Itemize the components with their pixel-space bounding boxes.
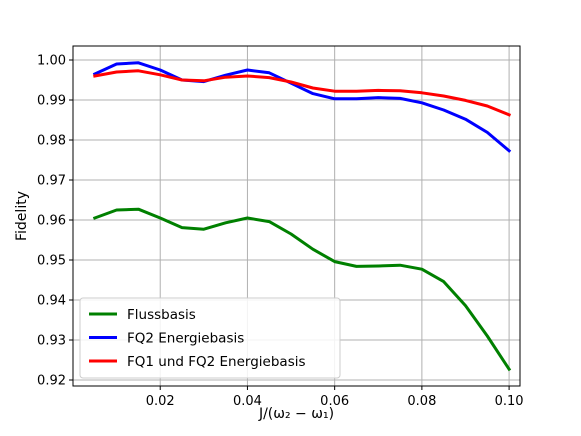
legend: Flussbasis FQ2 Energiebasis FQ1 und FQ2 En… — [79, 297, 341, 379]
x-tick-label: 0.10 — [495, 394, 524, 409]
x-tick-label: 0.04 — [233, 394, 262, 409]
x-tick-label: 0.08 — [407, 394, 436, 409]
y-axis: 0.92 0.93 0.94 0.95 0.96 0.97 0.98 0.99 1.00 — [37, 54, 73, 389]
legend-label: FQ2 Energiebasis — [127, 331, 244, 347]
y-tick-label: 0.95 — [37, 254, 66, 269]
y-tick-label: 0.94 — [37, 294, 66, 309]
legend-label: FQ1 und FQ2 Energiebasis — [127, 354, 306, 370]
y-tick-label: 0.99 — [37, 94, 66, 109]
legend-box — [79, 297, 341, 379]
series-lines — [92, 61, 512, 372]
y-tick-label: 0.93 — [37, 334, 66, 349]
y-tick-label: 0.97 — [37, 174, 66, 189]
legend-label: Flussbasis — [127, 307, 196, 323]
y-tick-label: 0.98 — [37, 134, 66, 149]
series-line-1 — [92, 207, 512, 372]
y-tick-label: 1.00 — [37, 54, 66, 69]
y-tick-label: 0.96 — [37, 214, 66, 229]
series-line-2 — [92, 61, 512, 153]
x-axis-label: J/(ω₂ − ω₁) — [258, 406, 334, 422]
x-tick-label: 0.06 — [320, 394, 349, 409]
y-tick-label: 0.92 — [37, 374, 66, 389]
y-axis-label: Fidelity — [14, 191, 30, 241]
plot-frame — [72, 45, 521, 387]
x-tick-label: 0.02 — [146, 394, 175, 409]
x-axis: 0.02 0.04 0.06 0.08 0.10 — [146, 386, 524, 409]
series-line-3 — [93, 69, 512, 117]
